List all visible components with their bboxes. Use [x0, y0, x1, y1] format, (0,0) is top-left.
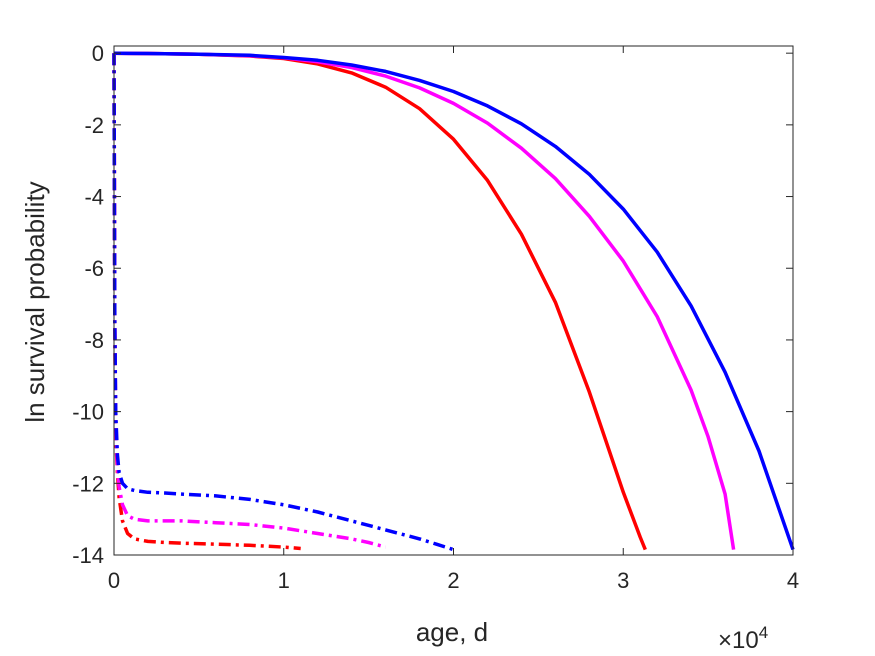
y-tick-label: 0	[92, 41, 104, 66]
y-tick-label: -14	[72, 543, 104, 568]
x-tick-label: 4	[787, 568, 799, 593]
axes: 0 1 2 3 4 0 -2 -4 -6 -8 -10 -12 -14	[72, 41, 799, 593]
series-lines	[112, 51, 795, 552]
x-axis-exponent-base: ×10	[718, 627, 759, 654]
y-tick-label: -8	[84, 328, 104, 353]
y-axis-label: ln survival probability	[20, 181, 50, 422]
x-axis-exponent: ×104	[718, 623, 768, 654]
x-axis-label: age, d	[416, 617, 488, 647]
x-tick-label: 1	[278, 568, 290, 593]
y-tick-label: -10	[72, 400, 104, 425]
plot-background	[114, 46, 793, 555]
x-tick-label: 2	[447, 568, 459, 593]
x-tick-label: 3	[617, 568, 629, 593]
y-tick-label: -12	[72, 471, 104, 496]
series-line-6	[112, 53, 455, 552]
x-tick-label: 0	[108, 568, 120, 593]
plot-area	[114, 46, 793, 555]
series-line-3	[113, 51, 795, 551]
y-tick-label: -2	[84, 113, 104, 138]
y-tick-label: -6	[84, 256, 104, 281]
x-axis-exponent-power: 4	[759, 623, 768, 642]
y-tick-label: -4	[84, 185, 104, 210]
